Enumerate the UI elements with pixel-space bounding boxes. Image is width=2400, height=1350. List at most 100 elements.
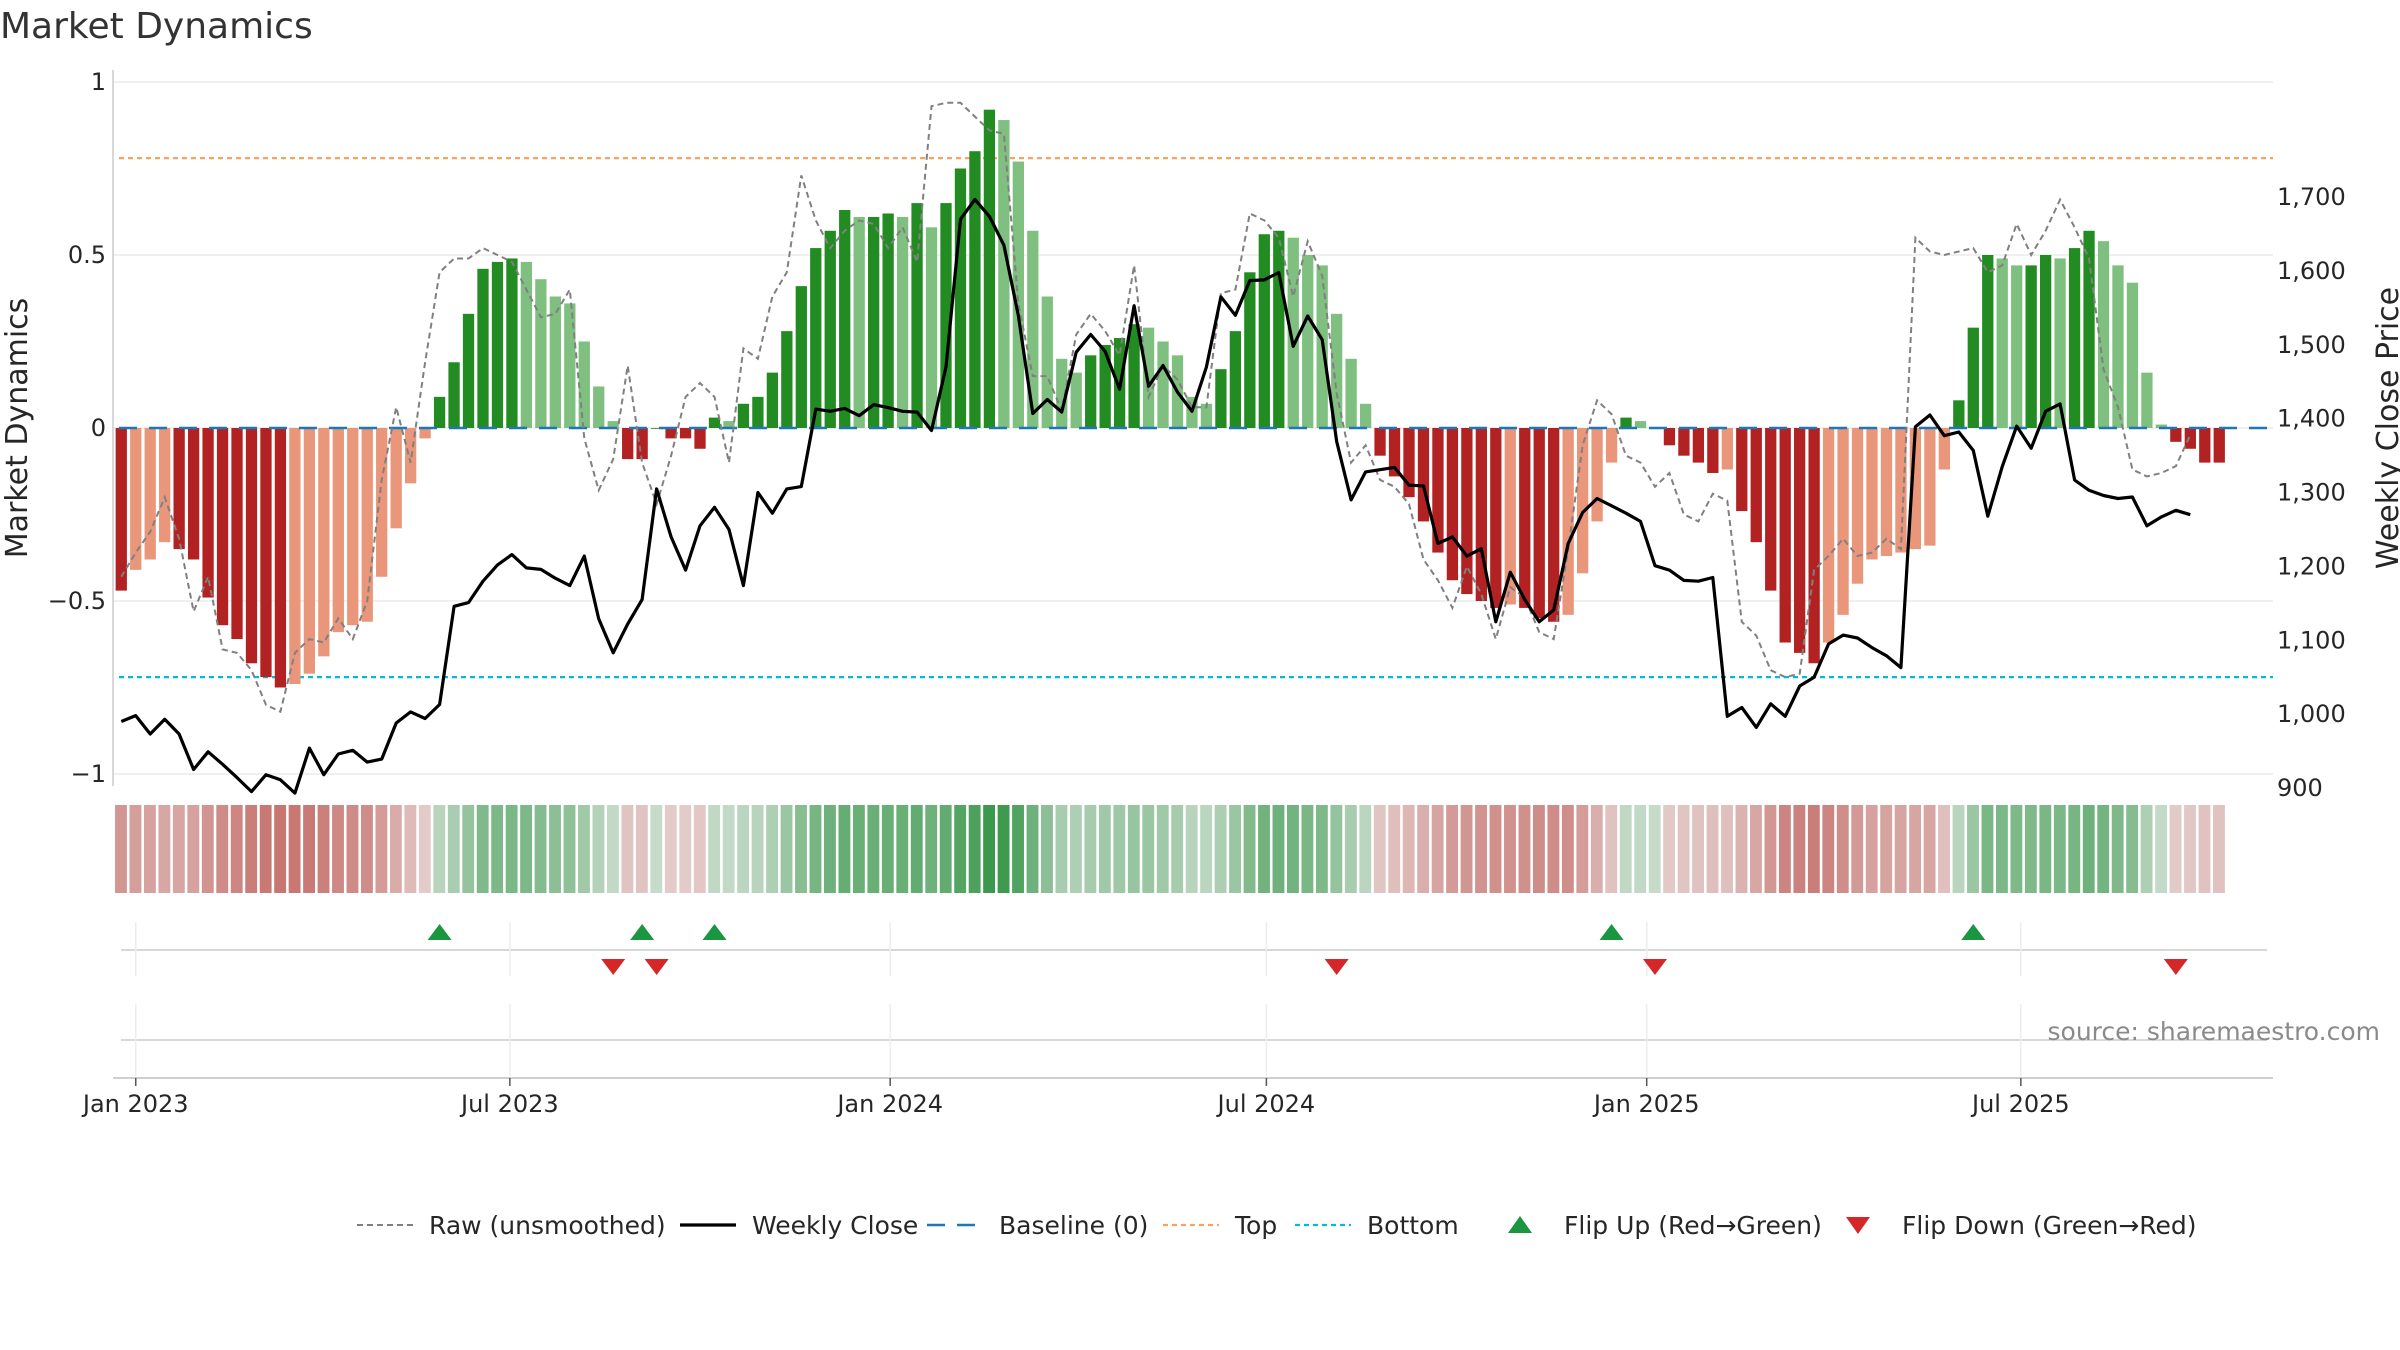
bar bbox=[1027, 230, 1039, 428]
weekly-close-line bbox=[120, 197, 2191, 795]
chart-title: Market Dynamics bbox=[0, 6, 313, 47]
strip-cell bbox=[1735, 805, 1748, 893]
strip-cell bbox=[968, 805, 981, 893]
strip-cell bbox=[1778, 805, 1791, 893]
strip-cell bbox=[1344, 805, 1357, 893]
bar bbox=[1229, 331, 1242, 428]
bar bbox=[318, 428, 330, 657]
bar-series bbox=[115, 109, 2225, 688]
strip-cell bbox=[737, 805, 750, 893]
axes: 1 0.5 0 −0.5 −1 1,700 1,600 1,500 1,400 1,300 1,20… bbox=[48, 68, 2346, 802]
bar bbox=[1591, 428, 1603, 522]
strip-cell bbox=[1214, 805, 1227, 893]
bar bbox=[260, 428, 272, 678]
bar bbox=[1924, 428, 1936, 546]
bar bbox=[1794, 428, 1806, 653]
strip-cell bbox=[1200, 805, 1213, 893]
strip-cell bbox=[1142, 805, 1155, 893]
bar bbox=[1909, 428, 1922, 550]
bar bbox=[1692, 428, 1705, 463]
strip-cell bbox=[881, 805, 894, 893]
strip-cell bbox=[1750, 805, 1762, 893]
flip-down-marker bbox=[1324, 959, 1349, 975]
strip-cell bbox=[259, 805, 272, 893]
strip-cell bbox=[1504, 805, 1516, 893]
strip-cell bbox=[1301, 805, 1314, 893]
bar bbox=[1779, 428, 1791, 643]
bar bbox=[159, 428, 171, 543]
x-tick-label: Jan 2025 bbox=[1592, 1090, 1700, 1118]
strip-cell bbox=[274, 805, 287, 893]
bar bbox=[1562, 428, 1574, 615]
strip-cell bbox=[1402, 805, 1415, 893]
strip-cell bbox=[751, 805, 764, 893]
bar bbox=[810, 248, 822, 428]
bar bbox=[766, 372, 779, 428]
legend-item-flipdown: Flip Down (Green→Red) bbox=[1846, 1211, 2197, 1240]
bar bbox=[2199, 428, 2211, 463]
strip-cell bbox=[1677, 805, 1690, 893]
y-tick-right: 1,500 bbox=[2277, 331, 2346, 359]
strip-cell bbox=[534, 805, 547, 893]
bar bbox=[2126, 282, 2139, 428]
bar bbox=[477, 268, 489, 428]
strip-cell bbox=[1590, 805, 1603, 893]
bar bbox=[506, 258, 518, 428]
strip-cell bbox=[129, 805, 142, 893]
strip-cell bbox=[679, 805, 692, 893]
line-series bbox=[119, 101, 2273, 795]
strip-cell bbox=[1258, 805, 1270, 893]
bar bbox=[2213, 428, 2225, 463]
strip-cell bbox=[1127, 805, 1140, 893]
strip-cell bbox=[2024, 805, 2037, 893]
strip-cell bbox=[766, 805, 778, 893]
strip-cell bbox=[230, 805, 243, 893]
strip-cell bbox=[1388, 805, 1401, 893]
bar bbox=[173, 428, 185, 550]
y-tick-right: 1,000 bbox=[2277, 700, 2346, 728]
bar bbox=[1099, 344, 1111, 428]
legend-label: Raw (unsmoothed) bbox=[429, 1211, 666, 1240]
bar bbox=[1273, 230, 1285, 428]
flip-down-marker bbox=[644, 959, 669, 975]
bar bbox=[130, 428, 142, 570]
source-note: source: sharemaestro.com bbox=[2048, 1017, 2381, 1046]
bar bbox=[1707, 428, 1719, 473]
y-tick-right: 1,600 bbox=[2277, 257, 2346, 285]
bar bbox=[2054, 258, 2066, 428]
strip-cell bbox=[1938, 805, 1950, 893]
bar bbox=[520, 261, 533, 428]
strip-cell bbox=[1431, 805, 1444, 893]
strip-cell bbox=[476, 805, 489, 893]
legend-item-raw: Raw (unsmoothed) bbox=[357, 1211, 666, 1240]
strip-cell bbox=[1547, 805, 1560, 893]
legend-label: Flip Down (Green→Red) bbox=[1902, 1211, 2197, 1240]
strip-cell bbox=[505, 805, 518, 893]
bar bbox=[2170, 428, 2182, 442]
bar bbox=[274, 428, 287, 688]
strip-cell bbox=[115, 805, 127, 893]
strip-cell bbox=[2169, 805, 2182, 893]
strip-cell bbox=[1489, 805, 1502, 893]
bar bbox=[622, 428, 634, 460]
bar bbox=[187, 428, 200, 560]
bar bbox=[115, 428, 127, 591]
grid-layer bbox=[113, 81, 2273, 1076]
bar bbox=[752, 396, 764, 428]
bar bbox=[2025, 265, 2037, 428]
flip-down-marker bbox=[601, 959, 626, 975]
bar bbox=[578, 341, 590, 428]
strip-cell bbox=[997, 805, 1010, 893]
legend-item-bottom: Bottom bbox=[1295, 1211, 1459, 1240]
legend-label: Top bbox=[1234, 1211, 1277, 1240]
strip-cell bbox=[1171, 805, 1184, 893]
strip-cell bbox=[809, 805, 822, 893]
strip-cell bbox=[1156, 805, 1169, 893]
x-tick-label: Jan 2023 bbox=[81, 1090, 189, 1118]
strip-cell bbox=[2111, 805, 2124, 893]
bar bbox=[1244, 272, 1256, 428]
y-tick-right: 900 bbox=[2277, 774, 2323, 802]
strip-cell bbox=[2068, 805, 2081, 893]
bar bbox=[954, 168, 967, 428]
